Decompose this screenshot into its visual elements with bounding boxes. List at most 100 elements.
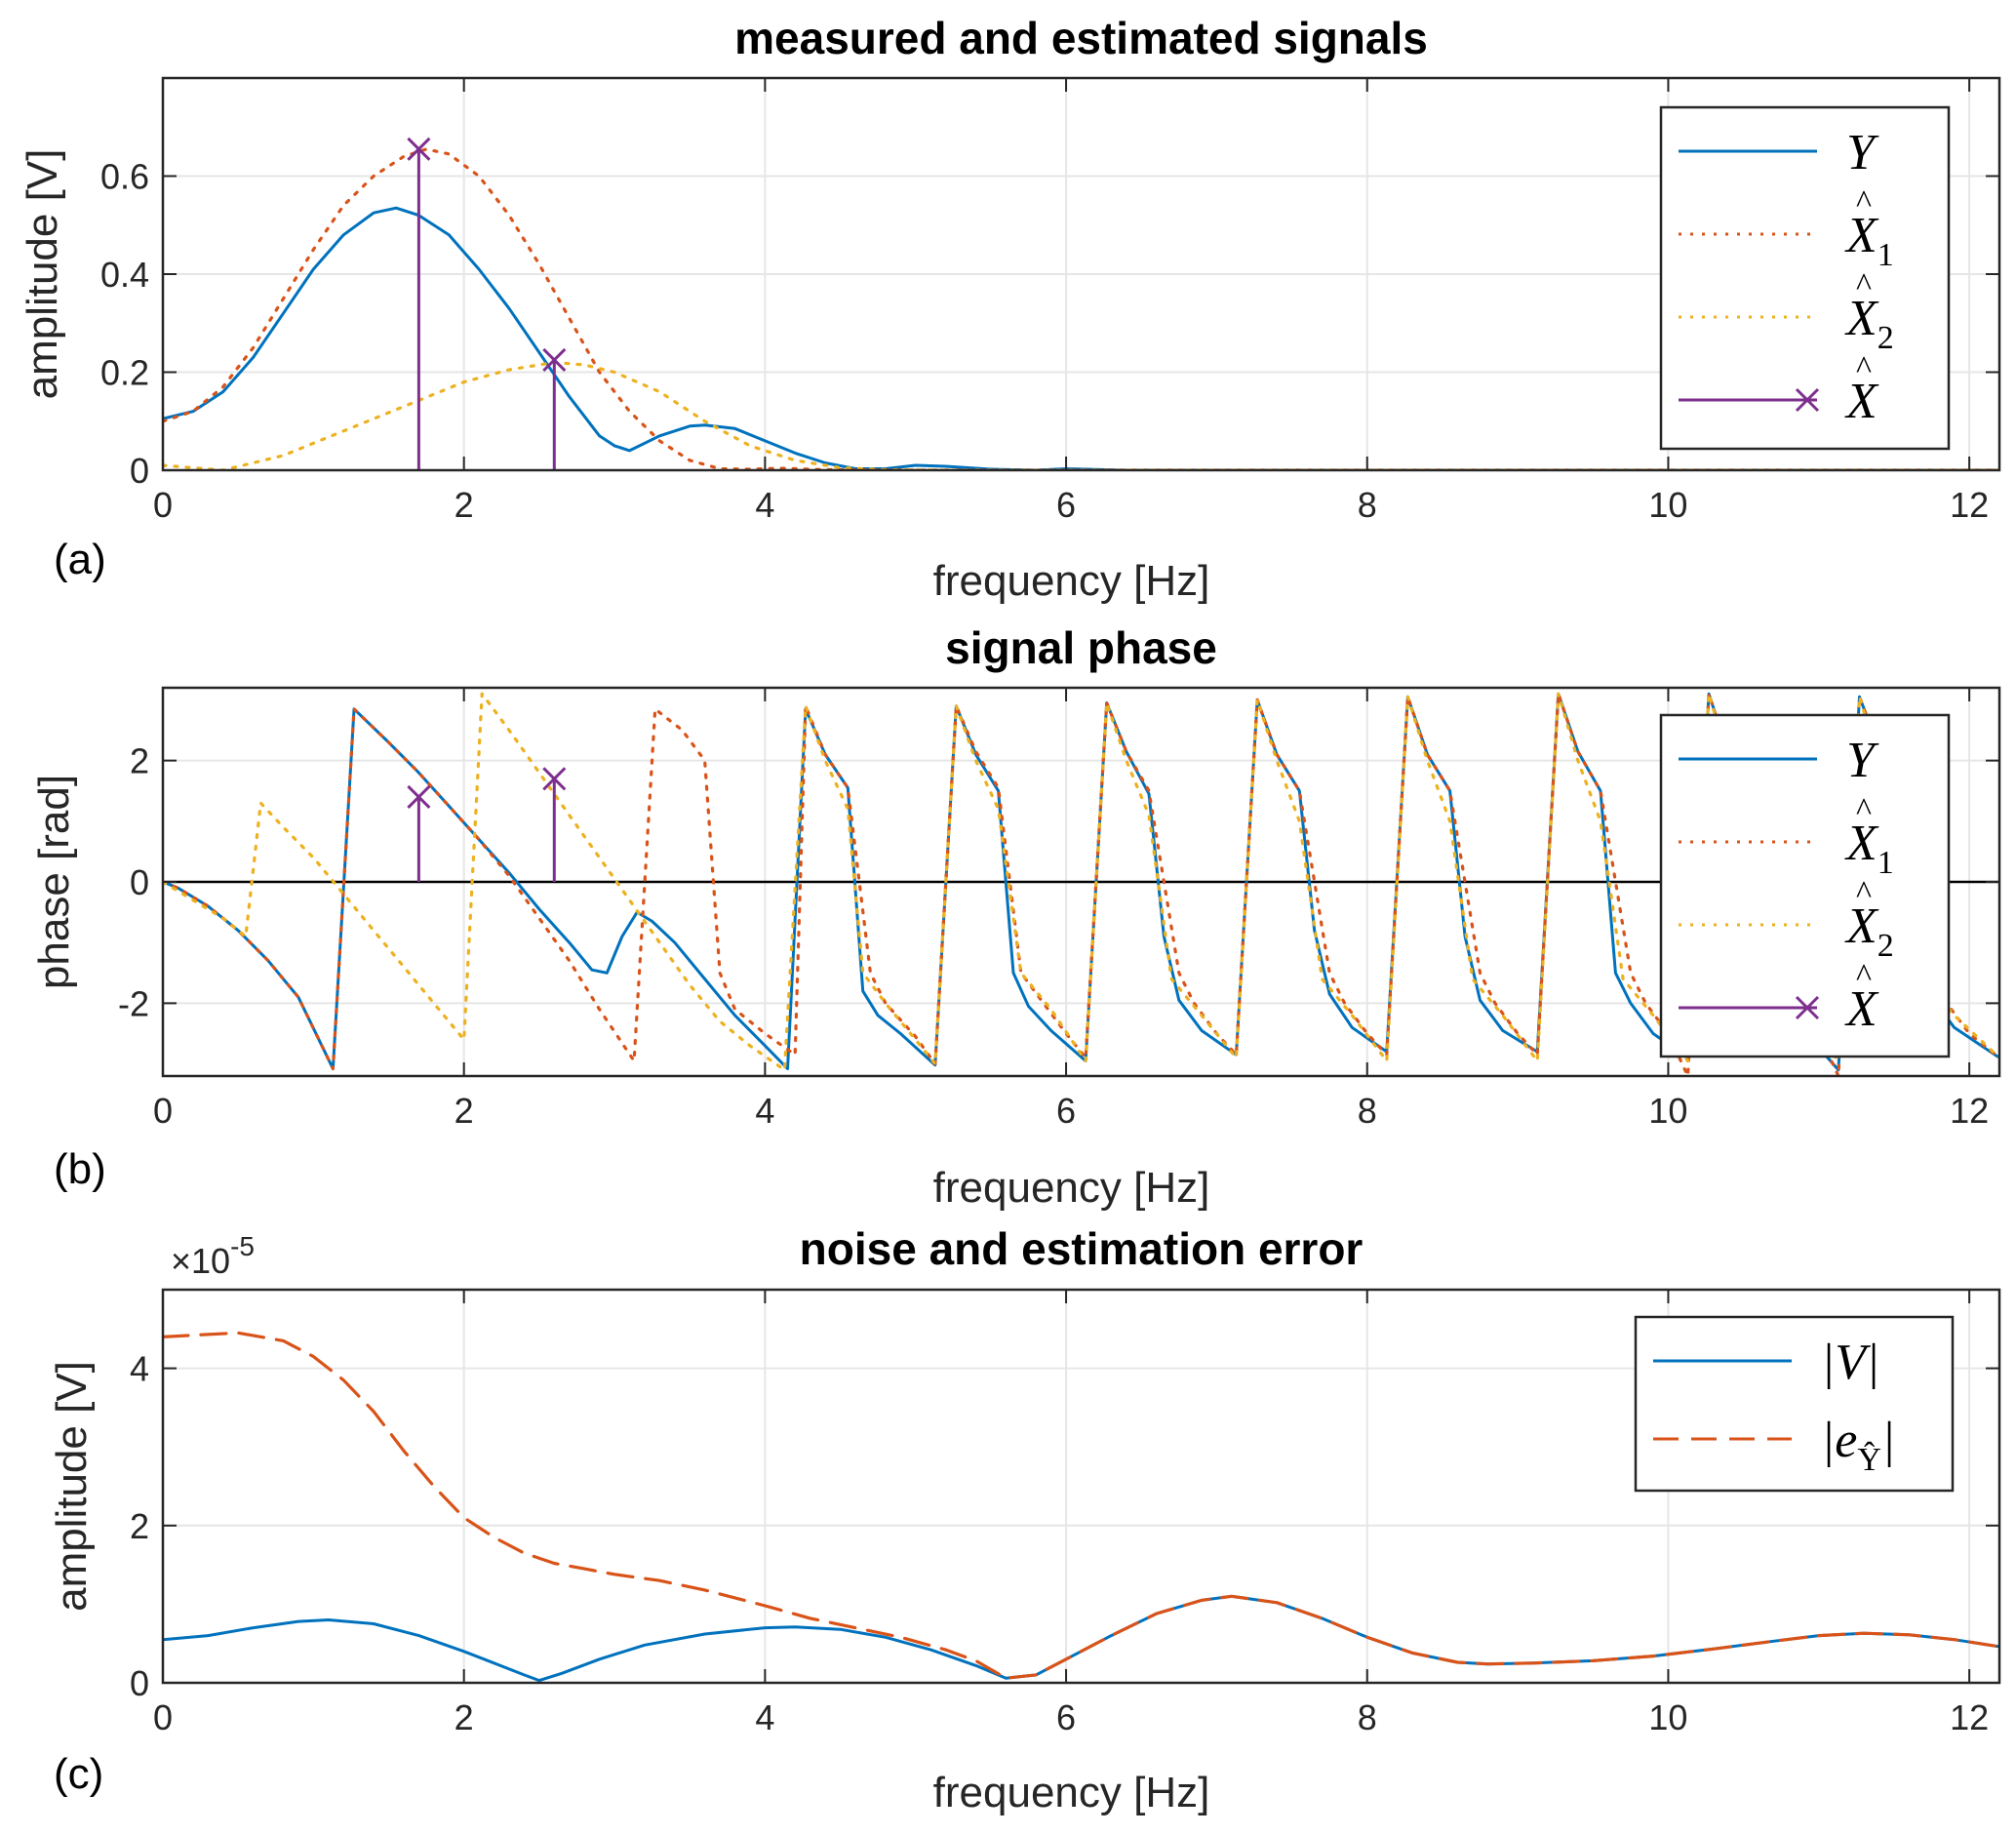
plot-lines [163, 1331, 1999, 1683]
legend-label-2: X1 [1844, 816, 1894, 881]
legend-label-main: X [1844, 816, 1879, 871]
series-ey-line [163, 1331, 1999, 1680]
y-tick-label: -2 [118, 983, 149, 1023]
y-tick-label: 0.4 [100, 255, 149, 295]
x-tick-label: 2 [455, 1697, 474, 1737]
stem-x-marker [407, 137, 431, 161]
y-tick-label: 0 [130, 862, 149, 902]
legend-label-main: X [1844, 898, 1879, 954]
y-tick-label: 0 [130, 1663, 149, 1703]
x-tick-label: 4 [755, 1091, 774, 1131]
x-tick-label: 6 [1056, 1091, 1076, 1131]
series-y-line [163, 206, 1999, 470]
stem-x-stroke [542, 767, 567, 791]
multiplier-exponent: -5 [230, 1231, 255, 1261]
legend-label-sub: 1 [1878, 845, 1894, 881]
x-tick-label: 2 [455, 485, 474, 525]
series-x2-line [163, 360, 1999, 470]
y-axis-label: phase [rad] [30, 775, 78, 989]
x-tick-label: 4 [755, 485, 774, 525]
legend-label-3: X2 [1844, 898, 1894, 964]
panel-label: (c) [54, 1750, 103, 1798]
y-tick-label: 4 [130, 1349, 149, 1389]
x-tick-label: 6 [1056, 1697, 1076, 1737]
x-tick-label: 12 [1950, 485, 1989, 525]
chart-title: measured and estimated signals [734, 13, 1428, 63]
x-tick-label: 0 [153, 1091, 173, 1131]
y-tick-label: 0.2 [100, 353, 149, 393]
legend-label-sub: 2 [1878, 928, 1894, 964]
x-tick-label: 8 [1358, 485, 1377, 525]
stem-x-marker [542, 347, 567, 372]
legend: YX1^X2^X^ [1659, 105, 1951, 451]
panel-label: (b) [54, 1145, 106, 1193]
legend-hat: ^ [1856, 184, 1872, 220]
x-tick-label: 6 [1056, 485, 1076, 525]
legend-label-sub: Ŷ [1857, 1442, 1881, 1478]
legend-hat: ^ [1856, 350, 1872, 386]
legend-label-main: Y [1846, 125, 1879, 180]
legend-marker [1795, 995, 1820, 1020]
legend-label-main: Y [1846, 733, 1879, 788]
legend-label-main: X [1844, 981, 1879, 1037]
legend-hat: ^ [1856, 875, 1872, 911]
legend-label-2: X1 [1844, 208, 1894, 273]
legend-box [1634, 1315, 1955, 1493]
stem-x-marker [542, 767, 567, 791]
legend-label-2: |eŶ| [1821, 1413, 1895, 1478]
x-tick-label: 0 [153, 1697, 173, 1737]
stem-x-stroke [542, 347, 567, 372]
chart-title: noise and estimation error [800, 1223, 1364, 1274]
legend: YX1^X2^X^ [1659, 713, 1951, 1058]
series-x2-line [163, 692, 1999, 1072]
legend-label-4: X [1844, 981, 1879, 1037]
stem-x-stroke [407, 784, 431, 809]
x-tick-label: 10 [1648, 485, 1687, 525]
stem-x-stroke [407, 137, 431, 161]
legend: |V| |eŶ| [1634, 1315, 1955, 1493]
legend-label-1: |V| [1821, 1335, 1879, 1390]
legend-label-sub: 2 [1878, 320, 1894, 356]
axes-frame [161, 1288, 2001, 1685]
x-tick-label: 12 [1950, 1697, 1989, 1737]
multiplier-base: ×10 [171, 1241, 230, 1281]
legend-label-main: X [1844, 291, 1879, 346]
x-tick-label: 10 [1648, 1697, 1687, 1737]
legend-hat: ^ [1856, 267, 1872, 303]
legend-label-tail: | [1881, 1413, 1895, 1468]
y-tick-label: 2 [130, 741, 149, 781]
x-tick-label: 2 [455, 1091, 474, 1131]
panel-label: (a) [54, 536, 106, 583]
y-tick-label: 0 [130, 451, 149, 491]
x-axis-label: frequency [Hz] [933, 1164, 1210, 1212]
x-tick-label: 8 [1358, 1091, 1377, 1131]
legend-label-1: Y [1846, 733, 1879, 788]
axis-multiplier: ×10-5 [171, 1231, 255, 1281]
legend-label-main: |V| [1821, 1335, 1879, 1390]
legend-label-1: Y [1846, 125, 1879, 180]
x-tick-label: 4 [755, 1697, 774, 1737]
legend-label-3: X2 [1844, 291, 1894, 356]
x-axis-label: frequency [Hz] [933, 1769, 1210, 1816]
legend-marker [1795, 387, 1820, 413]
x-tick-label: 12 [1950, 1091, 1989, 1131]
legend-label-4: X [1844, 374, 1879, 429]
legend-label-main: |e [1821, 1413, 1857, 1468]
legend-hat: ^ [1856, 958, 1872, 994]
y-tick-label: 0.6 [100, 157, 149, 197]
y-axis-label: amplitude [V] [48, 1361, 96, 1612]
x-tick-label: 10 [1648, 1091, 1687, 1131]
chart-3: 0 2 4 6 8 10 12 0 2 4 noise and estimation error fr… [48, 1223, 2001, 1816]
legend-label-main: X [1844, 374, 1879, 429]
legend-box [1659, 105, 1951, 451]
x-tick-label: 0 [153, 485, 173, 525]
stem-x-marker [407, 784, 431, 809]
x-tick-label: 8 [1358, 1697, 1377, 1737]
y-tick-label: 2 [130, 1506, 149, 1546]
chart-title: signal phase [945, 622, 1217, 673]
x-axis-label: frequency [Hz] [933, 557, 1210, 605]
legend-label-sub: 1 [1878, 237, 1894, 273]
